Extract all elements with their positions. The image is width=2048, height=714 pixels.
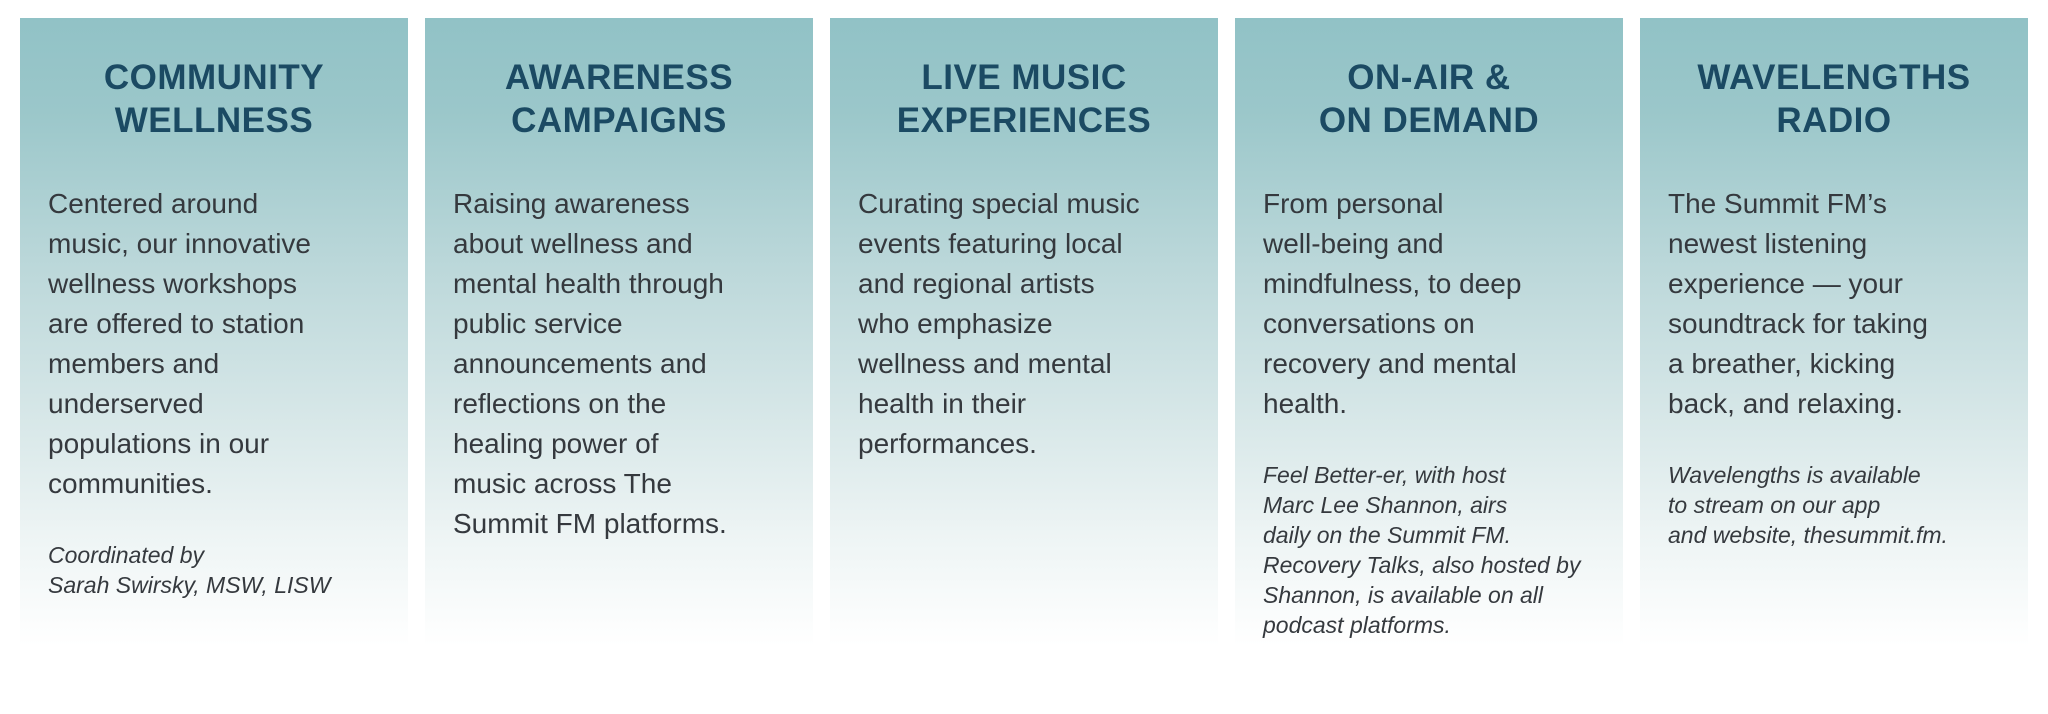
card-awareness-campaigns: AWARENESS CAMPAIGNS Raising awareness ab…	[425, 18, 813, 646]
card-title: WAVELENGTHS RADIO	[1697, 58, 1971, 140]
card-body: Curating special music events featuring …	[858, 188, 1140, 459]
card-body: Raising awareness about wellness and men…	[453, 188, 727, 539]
card-title: AWARENESS CAMPAIGNS	[504, 58, 734, 140]
card-body: The Summit FM’s newest listening experie…	[1668, 188, 1928, 419]
card-footnote: Feel Better-er, with host Marc Lee Shann…	[1263, 462, 1581, 638]
card-body: From personal well-being and mindfulness…	[1263, 188, 1522, 419]
card-footnote: Coordinated by Sarah Swirsky, MSW, LISW	[48, 542, 331, 598]
card-title: LIVE MUSIC EXPERIENCES	[896, 58, 1152, 140]
card-footnote: Wavelengths is available to stream on ou…	[1668, 462, 1948, 548]
card-title: ON-AIR & ON DEMAND	[1318, 58, 1540, 140]
program-cards-row: COMMUNITY WELLNESS Centered around music…	[20, 18, 2028, 646]
card-body: Centered around music, our innovative we…	[48, 188, 312, 499]
card-title: COMMUNITY WELLNESS	[103, 58, 325, 140]
card-community-wellness: COMMUNITY WELLNESS Centered around music…	[20, 18, 408, 646]
card-live-music-experiences: LIVE MUSIC EXPERIENCES Curating special …	[830, 18, 1218, 646]
card-on-air-on-demand: ON-AIR & ON DEMAND From personal well-be…	[1235, 18, 1623, 646]
card-wavelengths-radio: WAVELENGTHS RADIO The Summit FM’s newest…	[1640, 18, 2028, 646]
